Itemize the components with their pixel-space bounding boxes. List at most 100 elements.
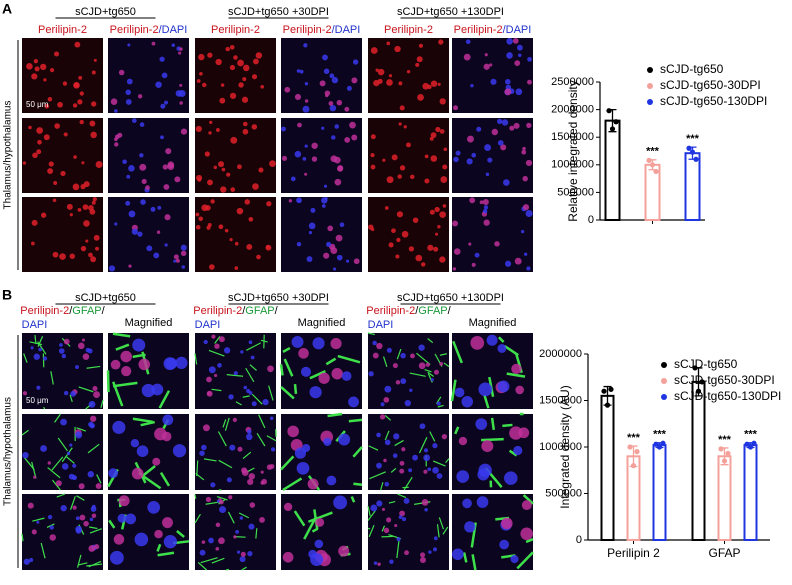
cell <box>160 104 165 109</box>
cell <box>295 94 301 100</box>
cell <box>440 98 446 104</box>
cell <box>60 419 67 426</box>
cell <box>182 265 186 269</box>
stain-part: / <box>275 305 279 317</box>
stain-part: GFAP <box>72 305 101 317</box>
cell <box>516 88 523 95</box>
cell <box>408 468 412 472</box>
cell <box>162 432 171 441</box>
cell <box>459 437 467 445</box>
x-tick-label: Perilipin 2 <box>607 546 660 560</box>
cell <box>246 434 252 440</box>
cell <box>369 371 374 376</box>
stain-label: Perilipin-2 <box>211 24 260 36</box>
cell <box>207 391 211 395</box>
cell <box>135 533 149 547</box>
cell <box>79 483 85 489</box>
cell <box>371 47 378 54</box>
cell <box>211 335 215 339</box>
cell <box>142 384 155 397</box>
cell <box>36 149 41 154</box>
cell <box>88 545 95 552</box>
row-label: Thalamus/hypothalamus <box>3 397 14 506</box>
micrograph <box>195 38 276 113</box>
cell <box>73 82 80 89</box>
cell <box>132 118 137 123</box>
cell <box>90 518 94 522</box>
cell <box>127 43 130 46</box>
cell <box>238 447 243 452</box>
cell <box>439 211 446 218</box>
cell <box>252 401 257 406</box>
cell <box>253 59 259 65</box>
cell <box>229 238 232 241</box>
cell <box>430 210 435 215</box>
cell <box>456 470 469 483</box>
cell <box>219 98 225 104</box>
micrograph <box>281 38 362 113</box>
cell <box>72 476 75 479</box>
cell <box>206 377 212 383</box>
cell <box>226 173 230 177</box>
cell <box>252 74 257 79</box>
cell <box>242 77 246 81</box>
cell <box>505 79 511 85</box>
astrocyte-process <box>195 495 196 499</box>
cell <box>380 402 384 406</box>
panel-label: A <box>2 1 12 17</box>
cell <box>88 349 93 354</box>
y-tick-label: 0 <box>588 214 594 226</box>
cell <box>163 184 169 190</box>
cell <box>340 222 345 227</box>
data-point <box>690 150 695 155</box>
cell <box>92 201 96 205</box>
cell <box>435 127 440 132</box>
cell <box>442 434 447 439</box>
legend-marker <box>661 362 667 368</box>
cell <box>256 255 261 260</box>
cell <box>337 100 342 105</box>
cell <box>427 245 433 251</box>
cell <box>201 204 208 211</box>
cell <box>431 155 438 162</box>
cell <box>32 529 37 534</box>
cell <box>200 550 206 556</box>
cell <box>139 153 143 157</box>
cell <box>47 168 53 174</box>
stain-part: Perilipin-2 <box>384 24 433 36</box>
cell <box>325 197 328 200</box>
cell <box>524 253 527 256</box>
legend-marker <box>647 67 653 73</box>
cell <box>501 518 513 530</box>
cell <box>406 142 411 147</box>
stain-part: / <box>102 305 106 317</box>
cell <box>396 537 400 541</box>
cell <box>368 224 373 229</box>
cell <box>80 515 86 521</box>
cell <box>398 174 402 178</box>
cell <box>432 443 437 448</box>
significance: *** <box>627 432 641 444</box>
y-tick-label: 0 <box>576 534 582 546</box>
micrograph <box>281 197 362 272</box>
cell <box>289 199 292 202</box>
stain-label: Perilipin-2/DAPI <box>110 24 188 36</box>
cell <box>440 176 447 183</box>
cell <box>444 147 448 151</box>
cell <box>506 38 513 45</box>
cell <box>433 247 438 252</box>
astrocyte-process <box>492 418 494 430</box>
cell <box>303 43 307 47</box>
legend-label: sCJD-tg650 <box>674 357 738 371</box>
cell <box>181 245 187 251</box>
cell <box>420 557 426 563</box>
cell <box>214 344 219 349</box>
cell <box>64 132 68 136</box>
cell <box>513 446 522 455</box>
cell <box>351 77 357 83</box>
cell <box>142 179 147 184</box>
cell <box>252 183 259 190</box>
cell <box>283 552 294 563</box>
cell <box>511 364 521 374</box>
cell <box>67 204 73 210</box>
